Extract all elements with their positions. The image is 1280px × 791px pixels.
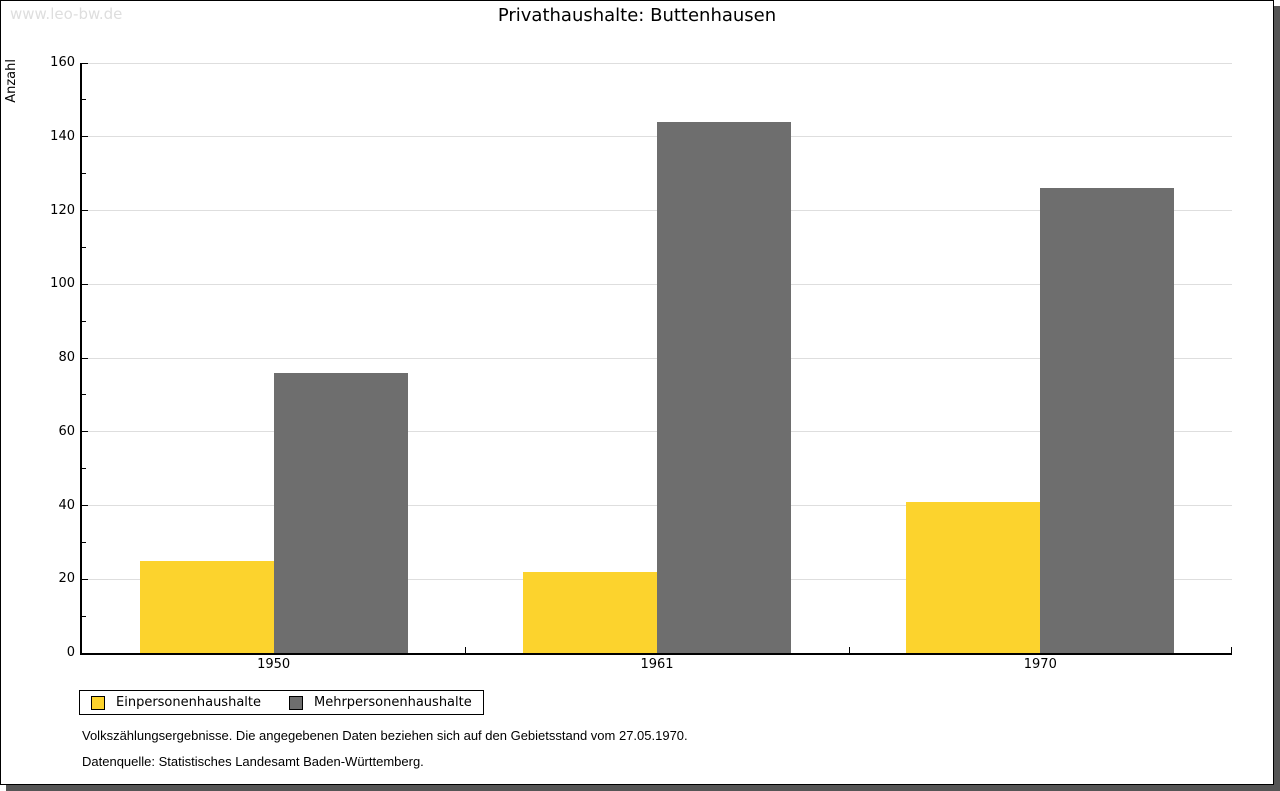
plot-inner [82, 62, 1232, 653]
y-tick-130 [82, 173, 86, 175]
legend-label: Einpersonenhaushalte [116, 695, 261, 710]
footer-note: Volkszählungsergebnisse. Die angegebenen… [82, 728, 688, 743]
legend-swatch-einpersonenhaushalte [91, 695, 105, 710]
y-tick-60 [82, 431, 88, 433]
legend-label: Mehrpersonenhaushalte [314, 695, 472, 710]
y-tick-140 [82, 136, 88, 138]
legend-swatch-mehrpersonenhaushalte [289, 695, 303, 710]
y-tick-label: 120 [50, 202, 75, 218]
legend: Einpersonenhaushalte Mehrpersonenhaushal… [79, 690, 484, 715]
bar-mehrpersonenhaushalte-1950 [273, 372, 408, 653]
x-category-label: 1950 [257, 657, 291, 672]
legend-item: Einpersonenhaushalte [91, 695, 261, 710]
chart-title: Privathaushalte: Buttenhausen [497, 5, 777, 26]
y-tick-120 [82, 210, 88, 211]
bar-einpersonenhaushalte-1961 [523, 571, 657, 653]
bar-mehrpersonenhaushalte-1970 [1040, 188, 1175, 653]
y-tick-40 [82, 505, 88, 506]
y-tick-100 [82, 283, 88, 285]
y-tick-label: 0 [66, 645, 75, 660]
y-tick-150 [82, 99, 86, 101]
y-tick-20 [82, 578, 88, 580]
y-tick-110 [82, 246, 86, 248]
plot-area [80, 62, 1232, 655]
x-tick [465, 647, 467, 653]
y-tick-label: 140 [50, 128, 75, 144]
x-category-label: 1970 [1023, 657, 1057, 672]
x-category-label: 1961 [640, 657, 674, 672]
y-tick-label: 160 [50, 55, 75, 70]
bar-einpersonenhaushalte-1950 [139, 560, 274, 653]
footer-source: Datenquelle: Statistisches Landesamt Bad… [82, 754, 424, 769]
bar-einpersonenhaushalte-1970 [906, 501, 1041, 653]
legend-item: Mehrpersonenhaushalte [289, 695, 472, 710]
y-tick-90 [82, 320, 86, 322]
x-tick [848, 647, 850, 653]
bar-mehrpersonenhaushalte-1961 [657, 122, 791, 653]
y-tick-label: 80 [58, 350, 75, 365]
watermark: www.leo-bw.de [10, 5, 123, 23]
y-tick-label: 20 [58, 571, 75, 587]
y-tick-50 [82, 468, 86, 470]
y-tick-160 [82, 62, 88, 64]
y-tick-label: 40 [58, 497, 75, 513]
y-tick-label: 100 [50, 276, 75, 292]
y-tick-10 [82, 615, 86, 617]
y-tick-80 [82, 357, 88, 359]
y-tick-30 [82, 541, 86, 543]
y-tick-70 [82, 394, 86, 396]
gridline-160 [82, 62, 1232, 64]
y-tick-label: 60 [58, 423, 75, 439]
x-tick [1231, 647, 1232, 653]
